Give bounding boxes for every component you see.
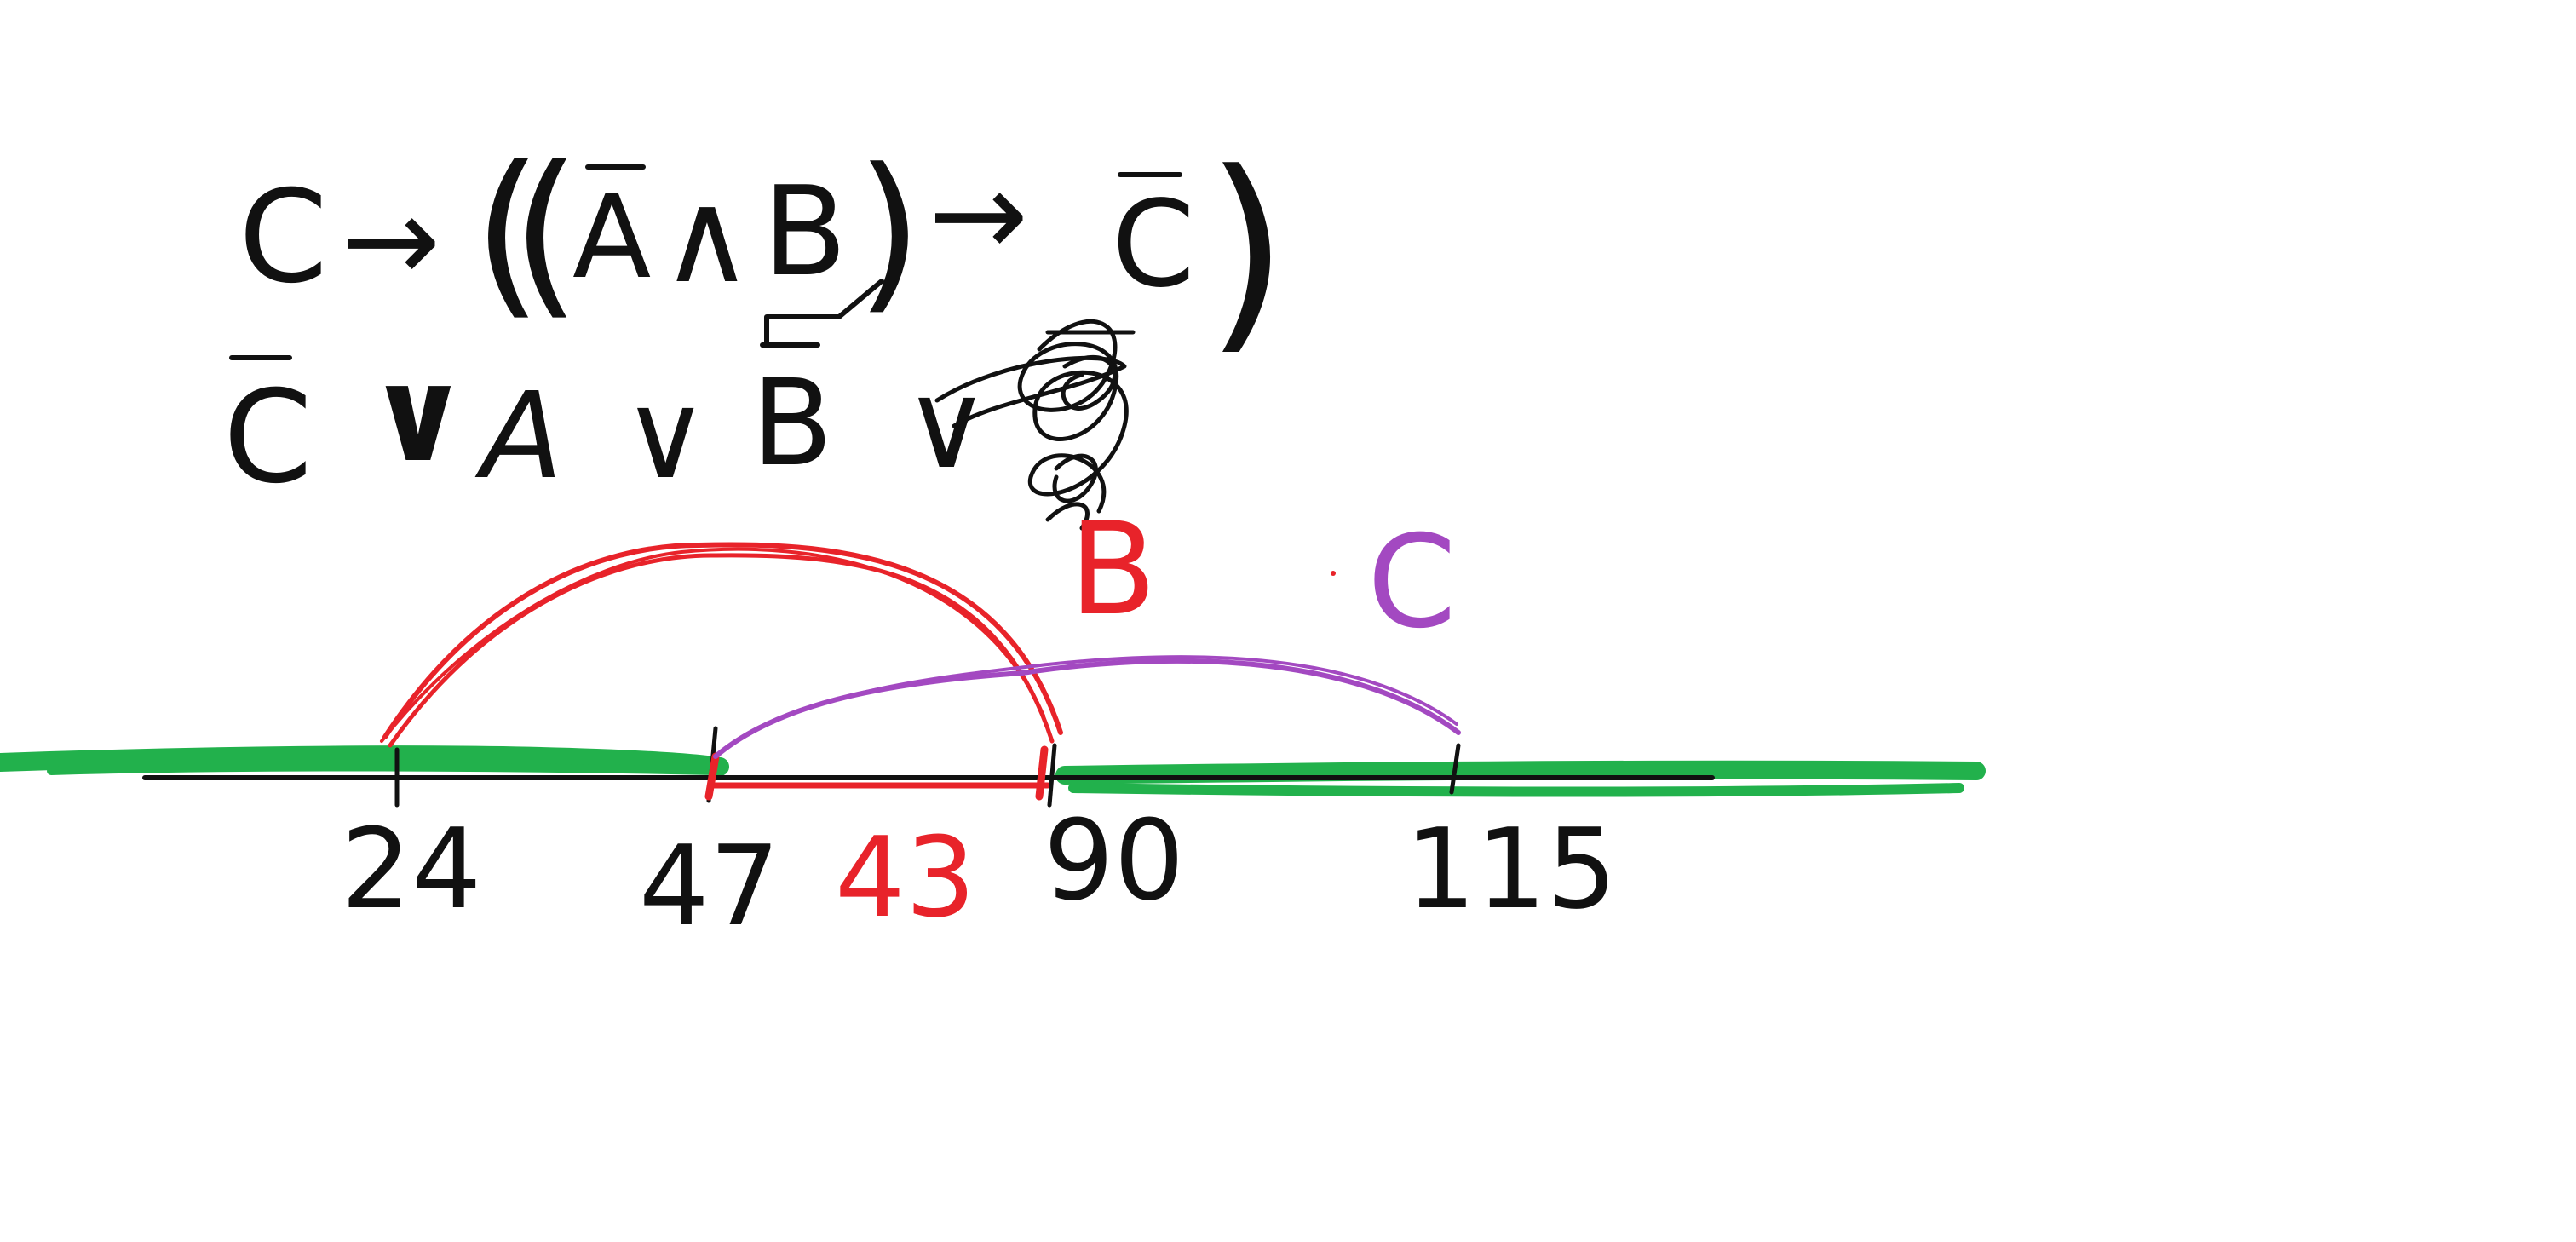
tick-115 xyxy=(1449,743,1461,795)
tick-label-24: 24 xyxy=(341,804,481,934)
formula-implies-arrow-2: → xyxy=(929,146,1028,285)
formula-close-paren-inner: ) xyxy=(856,132,923,331)
formula2-or-1: ∨ xyxy=(366,342,470,491)
formula-line-2: C ∨ A ∨ B ∨ xyxy=(223,319,1136,531)
formula-var-b: B xyxy=(762,160,847,304)
formula-line-1: C → ( ( A ∧ B ) → C ) xyxy=(239,126,1289,374)
tick-label-115: 115 xyxy=(1406,804,1617,934)
red-dot xyxy=(1331,571,1336,576)
green-ray-right-2 xyxy=(1068,783,1964,797)
formula-var-a: A xyxy=(572,170,651,304)
b-to-c-bracket xyxy=(764,279,884,348)
red-tick-47 xyxy=(704,752,720,801)
formula2-var-a: A xyxy=(474,367,563,506)
formula-and: ∧ xyxy=(660,164,754,312)
formula2-var-b: B xyxy=(751,354,833,493)
interval-c-arc xyxy=(713,655,1461,759)
length-label-43: 43 xyxy=(835,813,975,942)
green-ray-left-2 xyxy=(47,762,720,775)
formula-var-c: C xyxy=(239,164,328,312)
formula-var-c-2: C xyxy=(1112,175,1195,314)
tick-label-90: 90 xyxy=(1044,796,1184,925)
formula-open-paren-inner: ( xyxy=(511,128,581,336)
formula2-or-2: ∨ xyxy=(622,367,709,506)
scribble-mark xyxy=(934,319,1136,531)
formula-open-paren-outer: ( xyxy=(473,128,543,336)
green-ray-left xyxy=(0,745,729,776)
interval-b-label: B xyxy=(1069,496,1157,644)
tick-label-47: 47 xyxy=(639,821,779,951)
number-line: 24 47 43 90 115 xyxy=(0,726,1986,951)
tick-90 xyxy=(1047,743,1057,808)
interval-c-label: C xyxy=(1367,509,1457,657)
formula2-or-3: ∨ xyxy=(903,357,990,496)
interval-b-arc xyxy=(380,542,1063,748)
green-ray-right xyxy=(1055,760,1986,785)
formula2-var-c: C xyxy=(223,364,313,512)
formula-close-paren-outer: ) xyxy=(1205,126,1289,374)
formula-implies-arrow: → xyxy=(341,171,440,310)
red-tick-90 xyxy=(1035,745,1049,801)
